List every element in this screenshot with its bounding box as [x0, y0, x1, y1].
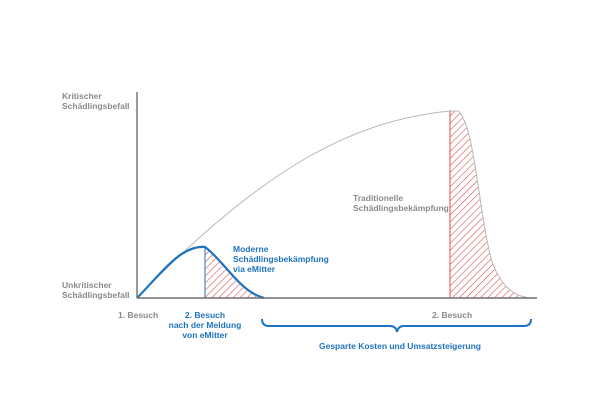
modern-series-label: Moderne Schädlingsbekämpfung via eMitter [233, 244, 329, 274]
traditional-series-label: Traditionelle Schädlingsbekämpfung [353, 193, 449, 213]
y-axis-bottom-label: Unkritischer Schädlingsbefall [62, 280, 130, 300]
traditional-curve [136, 110, 533, 299]
savings-brace [261, 318, 532, 333]
first-visit-label: 1. Besuch [118, 310, 159, 320]
second-visit-modern-label: 2. Besuch nach der Meldung von eMitter [168, 310, 242, 340]
y-axis-top-label: Kritischer Schädlingsbefall [62, 91, 130, 111]
traditional-savings-hatch-area [450, 111, 532, 298]
savings-label: Gesparte Kosten und Umsatzsteigerung [318, 341, 481, 351]
second-visit-traditional-label: 2. Besuch [432, 310, 473, 320]
modern-curve [136, 245, 265, 300]
modern-savings-hatch-area [205, 247, 264, 298]
